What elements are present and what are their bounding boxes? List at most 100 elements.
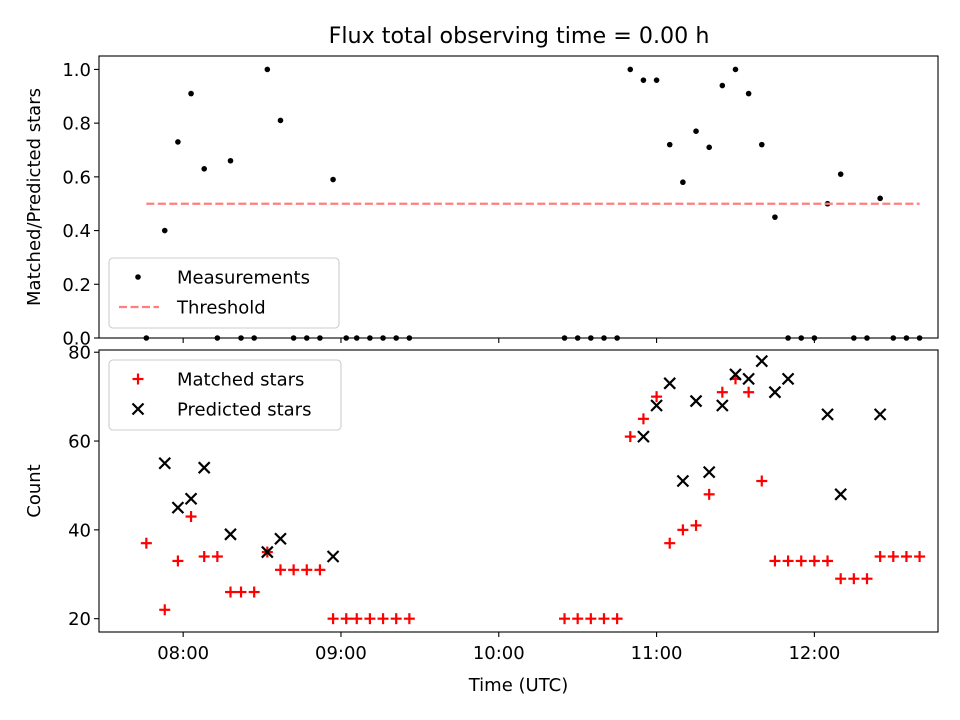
predicted-star-point — [261, 545, 274, 559]
matched-star-point — [822, 555, 834, 567]
matched-star-point — [198, 551, 210, 563]
x-tick-label: 10:00 — [473, 643, 525, 664]
matched-star-point — [900, 551, 912, 563]
measurement-point — [680, 179, 686, 186]
matched-star-point — [559, 613, 571, 625]
matched-star-point — [572, 613, 584, 625]
measurement-point — [227, 157, 234, 164]
matched-star-point — [185, 511, 197, 523]
predicted-star-point — [742, 372, 755, 386]
matched-star-point — [248, 586, 260, 598]
matched-star-point — [364, 613, 376, 625]
matched-star-point — [769, 555, 781, 567]
matched-star-point — [690, 519, 702, 531]
predicted-star-point — [729, 368, 742, 381]
matched-star-point — [651, 391, 663, 403]
measurement-point — [706, 144, 712, 151]
axes-frame — [98, 55, 939, 339]
measurement-point — [175, 139, 181, 145]
predicted-star-point — [663, 377, 677, 390]
matched-star-point — [598, 613, 610, 625]
matched-star-point — [340, 613, 352, 625]
axes-frame — [98, 349, 939, 633]
matched-star-point — [274, 564, 286, 576]
x-tick-label: 08:00 — [157, 643, 209, 664]
y-tick-label: 40 — [68, 520, 91, 541]
series-group — [143, 66, 923, 341]
legend-box — [108, 257, 340, 329]
matched-star-point — [390, 613, 402, 625]
marker-b — [158, 456, 172, 470]
predicted-star-point — [171, 501, 185, 514]
legend-label: Predicted stars — [177, 400, 311, 421]
marker-b — [821, 408, 834, 421]
measurement-point — [745, 90, 752, 97]
matched-star-point — [703, 488, 715, 500]
predicted-star-point — [689, 394, 703, 408]
measurement-point — [732, 66, 739, 73]
predicted-star-point — [702, 465, 716, 479]
measurement-point — [161, 227, 168, 234]
measurement-point — [653, 77, 660, 83]
measurement-point — [330, 176, 336, 183]
measurement-point — [201, 166, 208, 172]
measurement-point — [837, 171, 844, 177]
marker-b — [676, 474, 690, 488]
y-tick-label: 0.8 — [62, 114, 91, 135]
predicted-star-point — [637, 430, 650, 443]
legend-label: Measurements — [177, 268, 310, 289]
matched-star-point — [327, 613, 339, 625]
predicted-star-point — [326, 550, 340, 563]
predicted-star-point — [158, 456, 172, 470]
measurement-point — [640, 77, 647, 83]
legend-label: Matched stars — [177, 370, 304, 391]
matched-star-point — [159, 604, 171, 616]
matched-star-point — [624, 431, 636, 443]
predicted-star-point — [755, 354, 769, 368]
matched-star-point — [716, 386, 728, 398]
matched-star-point — [914, 551, 926, 563]
top-axes: 0.0 0.2 0.4 0.6 0.8 1.0 Matched/Predicted star… — [24, 55, 939, 350]
legend: Measurements Threshold — [108, 257, 340, 329]
legend-handle-measurements — [135, 274, 141, 280]
measurement-point — [758, 141, 765, 148]
marker-b — [637, 430, 650, 443]
matched-star-point — [861, 573, 873, 585]
y-tick-label: 0.6 — [62, 167, 91, 188]
measurement-point — [772, 214, 778, 220]
matched-star-point — [637, 413, 649, 425]
marker-b — [742, 372, 755, 386]
marker-b — [873, 408, 887, 421]
predicted-star-point — [821, 408, 834, 421]
matched-star-point — [351, 613, 363, 625]
legend-handle-predicted-b — [131, 402, 145, 416]
matched-star-point — [782, 555, 794, 567]
marker-b — [184, 492, 198, 506]
measurement-point — [627, 66, 634, 73]
marker-b — [716, 399, 729, 412]
predicted-star-point — [197, 461, 211, 474]
measurement-point — [877, 195, 883, 202]
marker-b — [274, 532, 287, 546]
y-tick-label: 0.0 — [62, 329, 91, 350]
y-tick-label: 20 — [68, 609, 91, 630]
matched-star-point — [211, 551, 223, 563]
marker-b — [224, 528, 237, 541]
matched-star-point — [835, 573, 847, 585]
marker-b — [326, 550, 340, 563]
predicted-star-point — [650, 399, 663, 412]
x-axis-label: Time (UTC) — [468, 675, 569, 696]
figure-title: Flux total observing time = 0.00 h — [329, 23, 710, 49]
marker-b — [171, 501, 185, 514]
predicted-star-point — [224, 528, 237, 541]
predicted-star-point — [274, 532, 287, 546]
marker-b — [768, 385, 782, 399]
matched-star-point — [314, 564, 326, 576]
y-tick-label: 80 — [68, 343, 91, 364]
y-tick-label: 0.4 — [62, 221, 91, 242]
marker-b — [650, 399, 663, 412]
marker-b — [755, 354, 769, 368]
matched-star-point — [288, 564, 300, 576]
matched-star-point — [140, 537, 152, 549]
